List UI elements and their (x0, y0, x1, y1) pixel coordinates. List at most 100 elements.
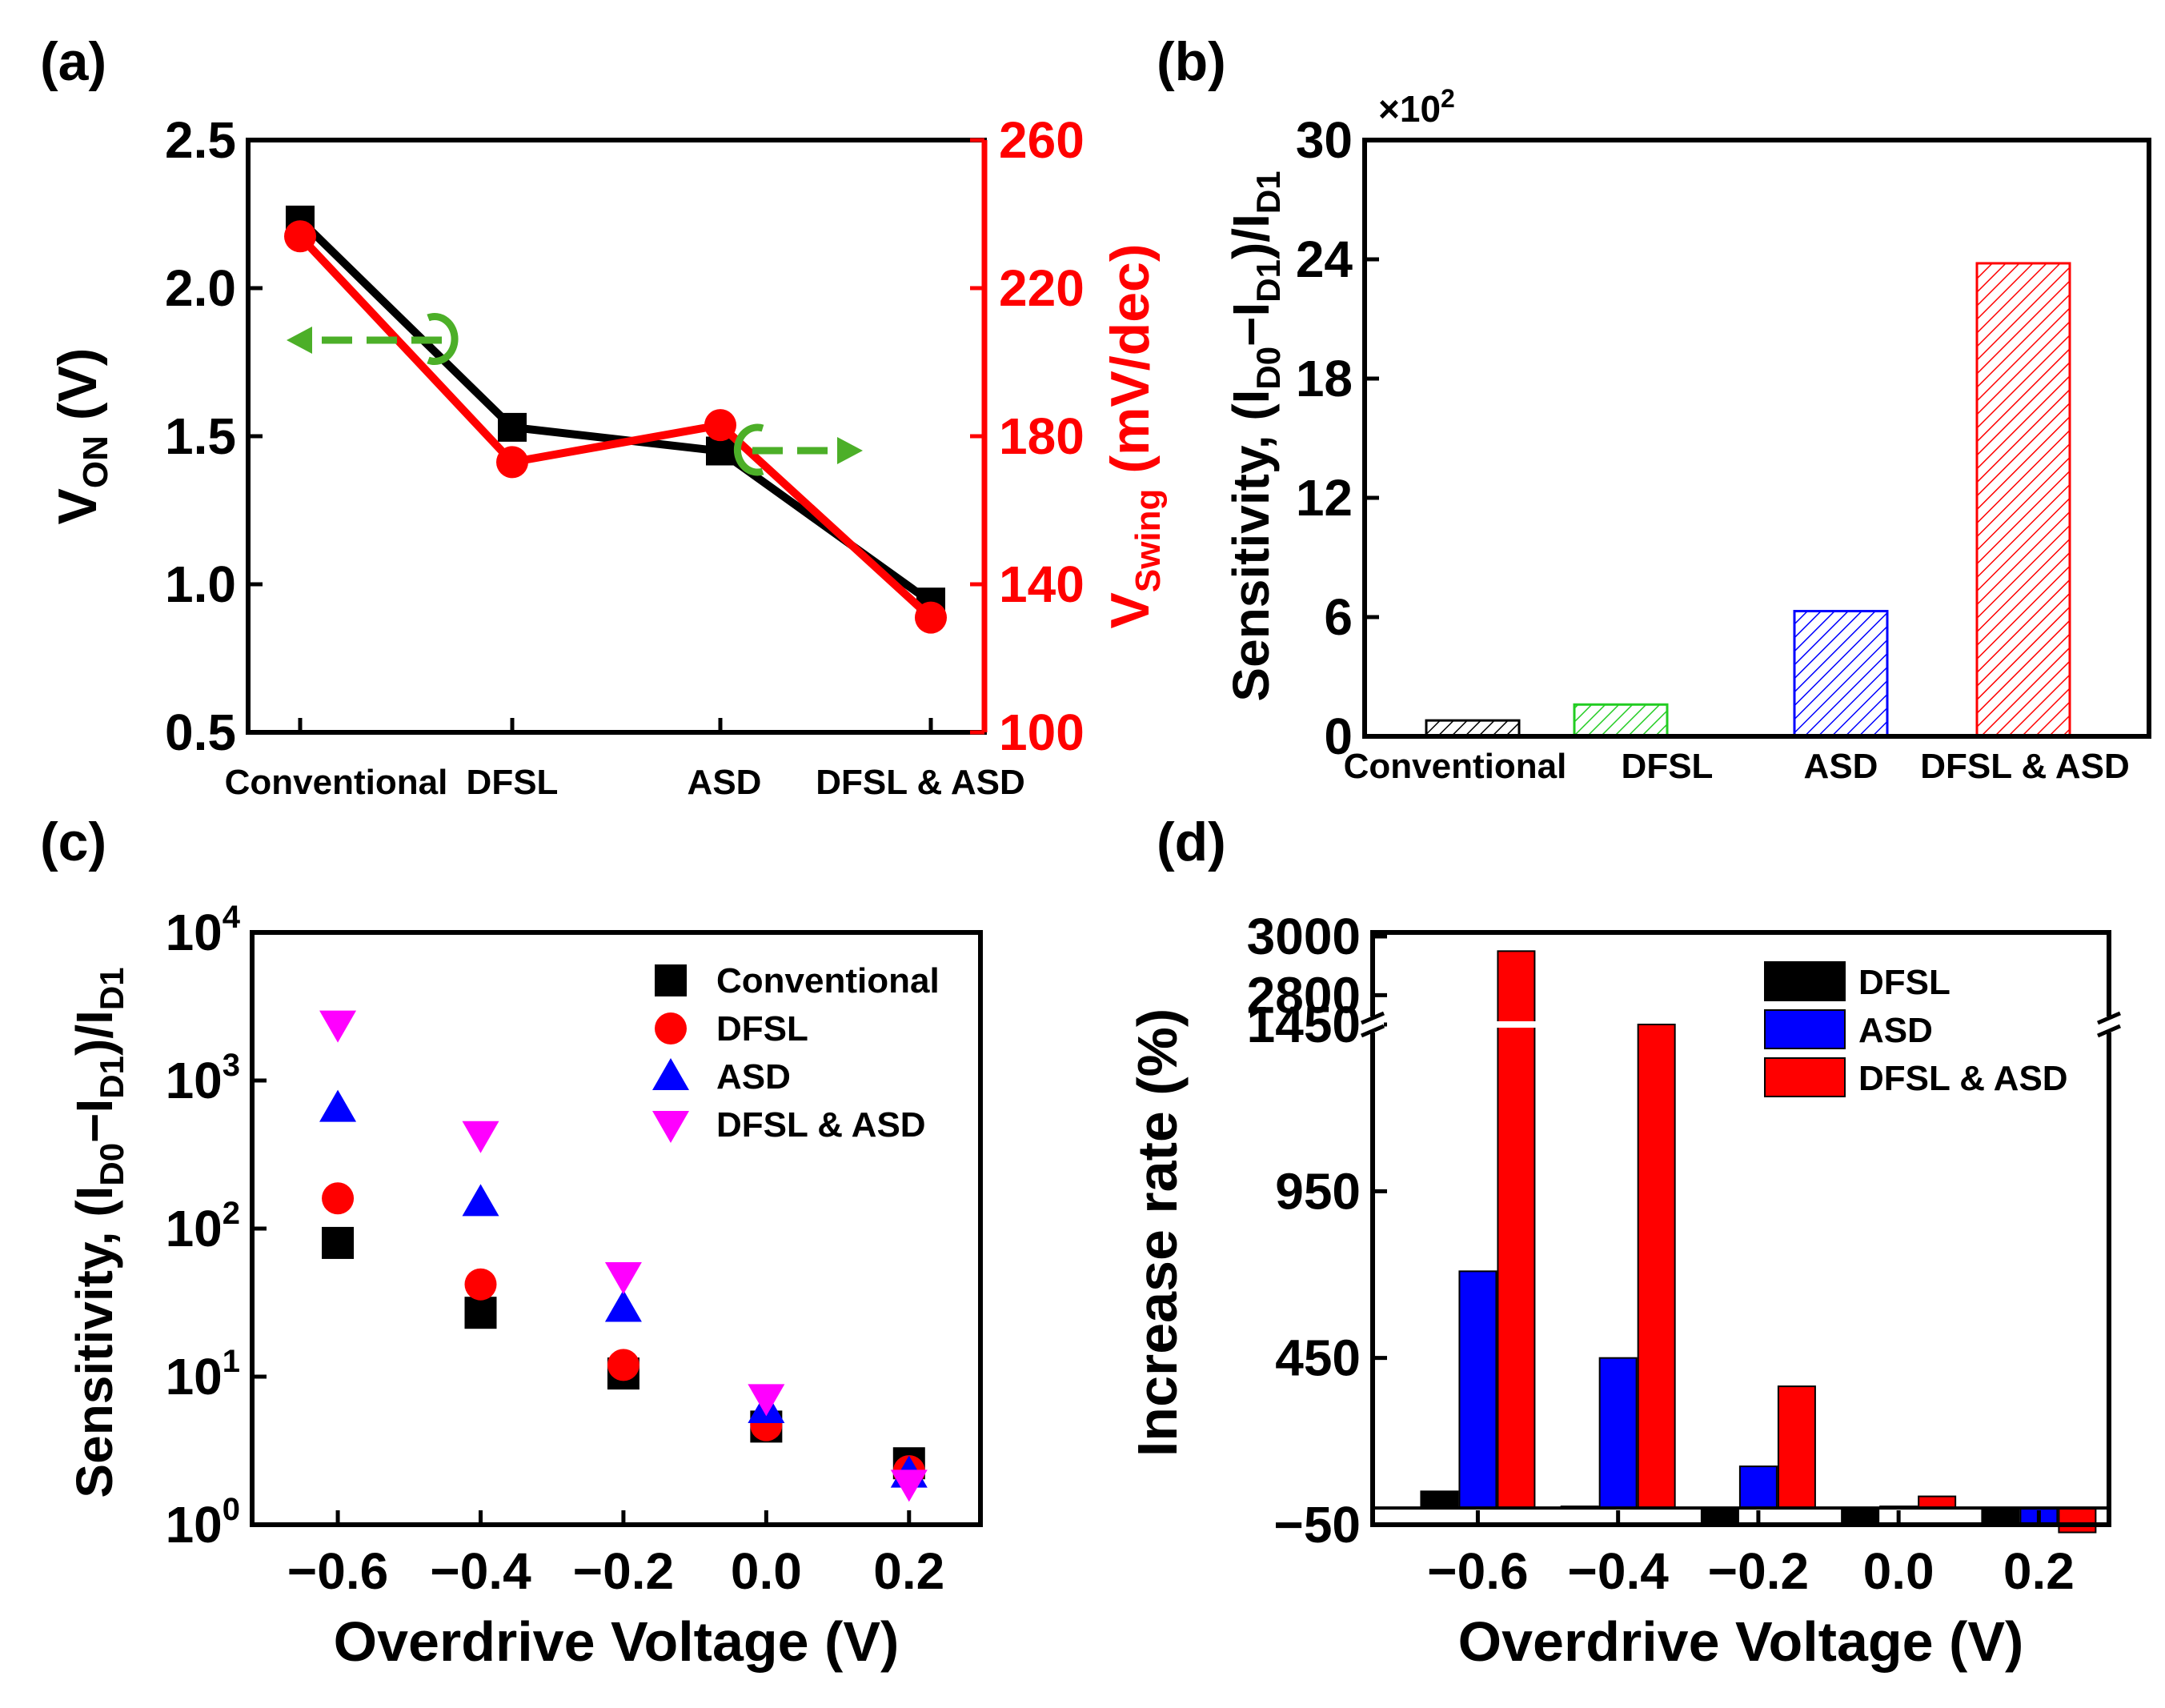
left-y-tick-label: 1.0 (165, 555, 236, 613)
bar-break-gap (1496, 1021, 1537, 1028)
x-tick-label: −0.2 (573, 1542, 674, 1600)
x-tick-label: 0.0 (731, 1542, 802, 1600)
legend-label: DFSL & ASD (716, 1105, 926, 1145)
y-tick-label: 3000 (1247, 908, 1361, 965)
right-y-tick-label: 100 (999, 704, 1085, 761)
panel-b-multiplier: ×102 (1378, 84, 1455, 130)
panel-d: (d) −0.6 −0.4 −0.2 0.0 0.2 −50 450 950 145028003… (1126, 812, 2121, 1673)
y-tick-label: 2800 (1247, 966, 1361, 1024)
series-line-von (297, 217, 933, 606)
data-point-dfsl (322, 1182, 355, 1215)
axis-break-mark (1361, 1024, 1385, 1038)
data-point-vswing (284, 220, 316, 253)
panel-label-a: (a) (40, 31, 106, 92)
legend-marker-asd (652, 1058, 689, 1090)
x-category-label: DFSL (1622, 747, 1714, 786)
panel-label-d: (d) (1157, 812, 1226, 872)
panel-a-marks (284, 205, 947, 634)
panel-d-marks (1373, 950, 2109, 1534)
panel-c-ylabel: Sensitivity, (ID0−ID1)/ID1 (66, 967, 130, 1498)
left-y-tick-label: 2.5 (165, 111, 236, 169)
y-tick-label: 450 (1275, 1329, 1361, 1387)
right-y-tick-label: 260 (999, 111, 1085, 169)
bar-asd (1598, 1357, 1638, 1510)
panel-b-ylabel: Sensitivity, (ID0−ID1)/ID1 (1222, 170, 1287, 701)
panel-a-right-ylabel: VSwing (mV/dec) (1100, 244, 1168, 629)
panel-b-plot-frame (1362, 138, 2151, 739)
bar-dfsl-asd (1637, 1024, 1676, 1510)
data-point-asd (319, 1089, 357, 1122)
x-category-label: Conventional (225, 763, 448, 802)
legend-label: DFSL (1858, 963, 1951, 1002)
y-tick-label: 102 (166, 1196, 240, 1257)
bar-asd (1458, 1270, 1497, 1510)
data-point-conventional (322, 1226, 355, 1259)
panel-b-ticks: 0 6 12 18 24 30 Conventional DFSL ASD DFSL & ASD (1296, 111, 2130, 786)
right-y-tick-label: 220 (999, 259, 1085, 317)
bar-asd (1738, 1465, 1778, 1510)
data-point-vswing (915, 601, 947, 634)
bar-dfsl-asd (1777, 1385, 1816, 1510)
bar-dfsl (1573, 703, 1669, 738)
y-tick-label: 104 (166, 900, 241, 961)
x-tick-label: 0.0 (1863, 1542, 1934, 1600)
data-point-dfsl-asd (319, 1010, 357, 1043)
panel-c-xlabel: Overdrive Voltage (V) (334, 1610, 900, 1673)
y-tick-label: 101 (166, 1344, 240, 1405)
bar-dfsl-asd (1918, 1495, 1957, 1510)
legend-label: ASD (1858, 1011, 1933, 1050)
x-tick-label: −0.6 (287, 1542, 388, 1600)
bar-dfsl (1981, 1507, 2020, 1526)
legend-label: DFSL & ASD (1858, 1059, 2068, 1098)
data-point-vswing (704, 409, 736, 442)
x-tick-label: 0.2 (873, 1542, 944, 1600)
panel-b-marks (1425, 262, 2071, 738)
data-point-asd (462, 1184, 499, 1217)
data-point-von (498, 412, 527, 442)
bar-dfsl-asd (1497, 950, 1536, 1510)
data-point-dfsl-asd (748, 1384, 785, 1417)
panel-a-left-ylabel: VON (V) (47, 348, 115, 525)
panel-label-b: (b) (1157, 31, 1226, 92)
legend-swatch-dfsl-asd (1764, 1057, 1846, 1097)
x-tick-label: −0.6 (1427, 1542, 1528, 1600)
left-y-tick-label: 0.5 (165, 704, 236, 761)
data-point-dfsl-asd (890, 1469, 928, 1502)
x-category-label: DFSL & ASD (1920, 747, 2130, 786)
data-point-asd (604, 1289, 642, 1322)
right-axis-arrow-annotation (733, 423, 863, 476)
series-line-vswing (297, 233, 934, 621)
legend-swatch-dfsl (1764, 961, 1846, 1001)
y-tick-label: 100 (166, 1492, 240, 1554)
right-y-tick-label: 140 (999, 555, 1085, 613)
panel-a-ticks: Conventional DFSL ASD DFSL & ASD 0.5 1.0 1.5 2.… (165, 111, 1085, 802)
x-tick-label: −0.4 (430, 1542, 531, 1600)
data-point-conventional (464, 1297, 497, 1329)
panel-label-c: (c) (40, 812, 106, 872)
data-point-dfsl (607, 1349, 639, 1381)
y-tick-label: 30 (1296, 111, 1353, 169)
panel-d-legend: DFSL ASD DFSL & ASD (1764, 961, 2068, 1098)
x-category-label: DFSL & ASD (816, 763, 1025, 802)
legend-label: ASD (716, 1057, 791, 1097)
axis-break-mark (2097, 1011, 2121, 1025)
data-point-von (706, 436, 735, 466)
legend-swatch-asd (1764, 1009, 1846, 1049)
x-tick-label: −0.2 (1708, 1542, 1809, 1600)
y-tick-label: 12 (1296, 469, 1353, 527)
data-point-dfsl (464, 1268, 497, 1301)
x-category-label: DFSL (467, 763, 559, 802)
y-tick-label: −50 (1273, 1496, 1361, 1554)
data-point-dfsl-asd (462, 1121, 499, 1153)
bar-asd (1793, 610, 1889, 738)
axis-break-mark (2097, 1024, 2121, 1038)
panel-c-marks (319, 1010, 928, 1502)
x-category-label: ASD (1804, 747, 1878, 786)
bar-dfsl (1420, 1490, 1459, 1510)
y-tick-label: 950 (1275, 1162, 1361, 1220)
x-category-label: ASD (688, 763, 762, 802)
y-tick-label: 6 (1324, 588, 1353, 646)
panel-d-xlabel: Overdrive Voltage (V) (1458, 1610, 2024, 1673)
